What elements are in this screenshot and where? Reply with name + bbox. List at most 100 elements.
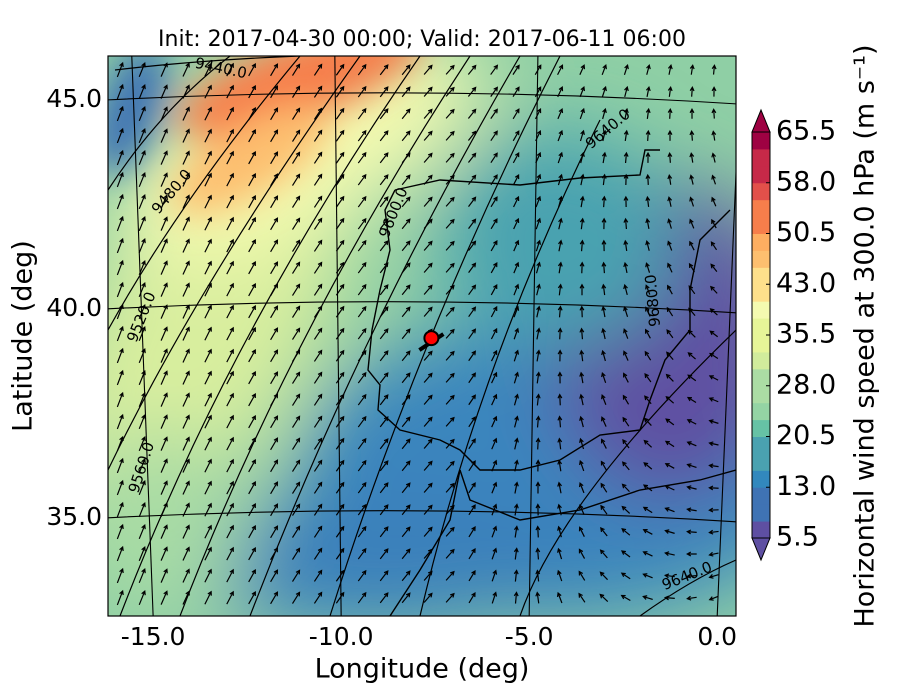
wind-arrow: [644, 373, 652, 383]
wind-arrow: [335, 393, 345, 406]
wind-arrow: [579, 437, 585, 450]
wind-arrow: [645, 107, 651, 119]
wind-arrow: [226, 348, 234, 363]
wind-arrow: [513, 195, 520, 208]
wind-arrow: [182, 480, 190, 495]
wind-arrow: [623, 173, 629, 186]
wind-arrow: [513, 393, 519, 406]
wind-arrow: [357, 261, 367, 274]
colorbar-tick-label: 20.5: [776, 420, 836, 451]
wind-arrow: [708, 419, 719, 424]
wind-arrow: [642, 484, 653, 492]
wind-arrow: [535, 459, 541, 472]
colorbar-tick-label: 58.0: [776, 166, 836, 197]
wind-arrow: [138, 480, 146, 496]
wind-arrow: [689, 86, 695, 97]
wind-arrow: [138, 238, 146, 254]
wind-arrow: [663, 573, 675, 579]
wind-arrow: [686, 595, 697, 601]
wind-arrow: [667, 64, 673, 75]
wind-arrow: [708, 529, 719, 535]
wind-arrow: [445, 482, 455, 493]
wind-arrow: [270, 173, 279, 187]
wind-arrow: [204, 194, 212, 209]
wind-arrow: [686, 485, 697, 491]
wind-arrow: [667, 262, 673, 273]
wind-arrow: [687, 329, 696, 338]
wind-arrow: [291, 107, 301, 120]
wind-arrow: [270, 195, 279, 209]
wind-arrow: [578, 504, 585, 516]
wind-arrow: [204, 348, 212, 363]
wind-arrow: [491, 459, 498, 472]
wind-arrow: [445, 196, 455, 207]
wind-arrow: [579, 261, 585, 274]
colorbar-label: Horizontal wind speed at 300.0 hPa (m s⁻…: [850, 44, 881, 627]
wind-arrow: [379, 64, 389, 76]
wind-arrow: [357, 525, 367, 538]
wind-arrow: [160, 590, 168, 605]
wind-arrow: [708, 595, 719, 601]
wind-arrow: [401, 130, 411, 142]
wind-arrow: [708, 463, 719, 469]
wind-arrow: [313, 415, 323, 428]
wind-arrow: [623, 64, 629, 75]
wind-arrow: [513, 547, 519, 560]
wind-arrow: [579, 349, 585, 362]
wind-arrow: [708, 441, 719, 447]
wind-arrow: [379, 394, 389, 406]
wind-arrow: [335, 63, 345, 76]
wind-arrow: [204, 304, 212, 319]
wind-arrow: [620, 572, 631, 580]
wind-arrow: [579, 85, 586, 98]
wind-arrow: [182, 568, 190, 583]
wind-arrows: [116, 61, 719, 606]
wind-arrow: [513, 591, 519, 604]
wind-arrow: [182, 590, 190, 605]
wind-arrow: [620, 550, 631, 558]
x-tick-label: -5.0: [505, 622, 554, 651]
wind-arrow: [490, 240, 498, 252]
wind-arrow: [513, 327, 520, 340]
colorbar-tick-label: 35.5: [776, 319, 836, 350]
wind-arrow: [667, 196, 673, 207]
wind-arrow: [379, 438, 389, 450]
wind-arrow: [557, 437, 563, 450]
wind-arrow: [491, 393, 498, 406]
wind-arrow: [226, 128, 234, 143]
wind-arrow: [535, 195, 542, 208]
wind-arrow: [138, 436, 146, 452]
wind-arrow: [513, 569, 519, 582]
wind-arrow: [291, 283, 301, 296]
wind-arrow: [513, 305, 520, 318]
wind-arrow: [226, 568, 234, 583]
wind-arrow: [423, 174, 433, 185]
wind-arrow: [623, 239, 629, 252]
wind-arrow: [160, 502, 168, 517]
wind-arrow: [204, 524, 212, 539]
wind-arrow: [116, 347, 124, 364]
wind-arrow: [138, 546, 146, 562]
wind-arrow: [423, 130, 433, 141]
wind-arrow: [357, 327, 367, 340]
wind-arrow: [467, 86, 477, 97]
wind-arrow: [623, 107, 629, 120]
wind-arrow: [686, 551, 697, 557]
wind-arrow: [645, 129, 651, 141]
wind-arrow: [270, 591, 279, 605]
colorbar-segment: [752, 436, 770, 454]
wind-arrow: [557, 327, 563, 340]
wind-arrow: [557, 129, 564, 142]
wind-arrow: [291, 525, 301, 538]
wind-arrow: [468, 306, 477, 318]
wind-arrow: [621, 505, 631, 514]
wind-arrow: [557, 481, 563, 494]
wind-arrow: [313, 239, 323, 252]
wind-arrow: [116, 523, 124, 540]
wind-arrow: [226, 326, 234, 341]
wind-arrow: [138, 62, 146, 78]
wind-arrow: [467, 64, 477, 75]
x-axis-label: Longitude (deg): [315, 654, 530, 685]
wind-arrow: [182, 62, 190, 77]
wind-arrow: [226, 436, 234, 451]
